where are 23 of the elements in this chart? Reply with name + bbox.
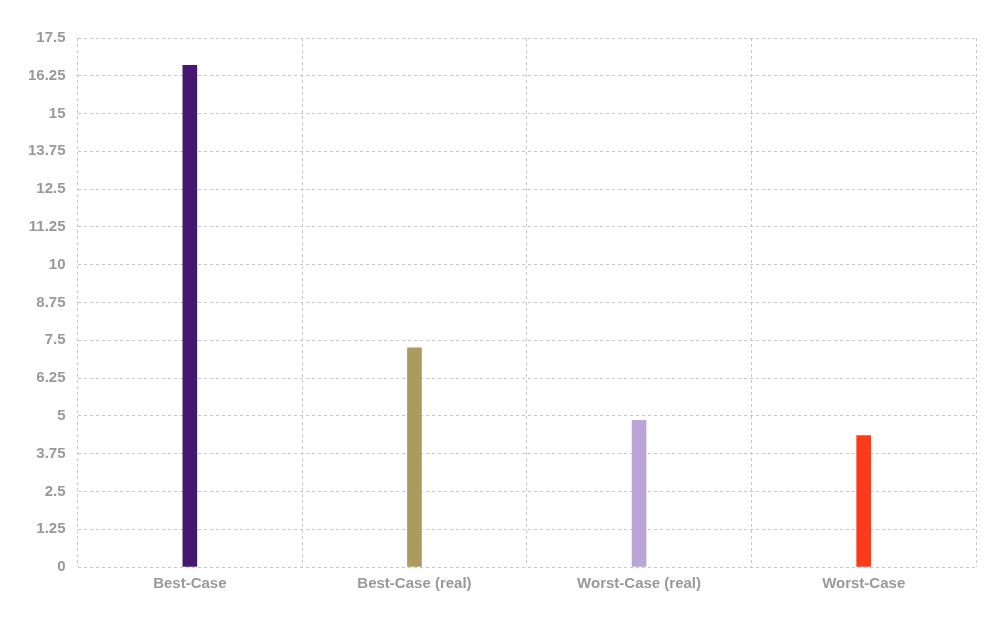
- bar: [182, 64, 198, 567]
- y-tick-label: 16.25: [27, 65, 66, 83]
- y-tick-label: 11.25: [28, 217, 66, 235]
- x-tick-label: Worst-Case: [822, 574, 906, 592]
- bar: [856, 435, 872, 567]
- y-tick-label: 3.75: [36, 443, 66, 461]
- x-tick-label: Best-Case (real): [357, 574, 472, 592]
- y-tick-label: 13.75: [27, 141, 66, 159]
- y-tick-label: 2.5: [44, 481, 66, 499]
- y-tick-label: 1.25: [36, 519, 66, 537]
- bar: [407, 347, 422, 567]
- y-tick-label: 15: [48, 103, 66, 121]
- y-tick-label: 6.25: [36, 368, 66, 386]
- y-tick-label: 7.5: [44, 330, 66, 348]
- x-tick-label: Worst-Case (real): [577, 574, 702, 592]
- y-tick-label: 12.5: [36, 179, 66, 197]
- y-tick-label: 8.75: [36, 292, 66, 310]
- bar: [631, 420, 647, 567]
- y-tick-label: 5: [57, 406, 66, 423]
- y-tick-label: 10: [48, 254, 66, 272]
- x-tick-label: Best-Case: [153, 574, 227, 592]
- y-tick-label: 0: [57, 557, 66, 575]
- y-tick-label: 17.5: [36, 28, 66, 46]
